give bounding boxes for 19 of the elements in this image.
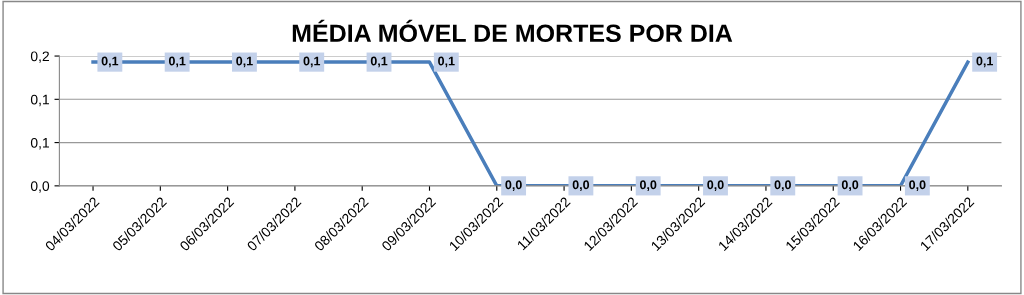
- data-label: 0,1: [976, 56, 993, 68]
- data-label: 0,0: [909, 180, 926, 192]
- y-tick-label: 0,2: [30, 51, 49, 63]
- y-tick-label: 0,1: [30, 94, 49, 107]
- data-label: 0,0: [774, 180, 791, 192]
- y-tick-label: 0,0: [30, 181, 50, 193]
- data-label: 0,0: [707, 180, 724, 192]
- data-label: 0,0: [640, 180, 657, 192]
- data-label: 0,0: [505, 180, 522, 192]
- y-tick-label: 0,1: [30, 137, 49, 150]
- chart-title: MÉDIA MÓVEL DE MORTES POR DIA: [292, 19, 733, 43]
- data-label: 0,1: [438, 56, 455, 68]
- data-label: 0,0: [572, 180, 590, 192]
- data-label: 0,1: [303, 56, 321, 68]
- data-label: 0,1: [370, 56, 388, 68]
- data-label: 0,0: [841, 180, 859, 192]
- data-label: 0,1: [236, 56, 253, 68]
- data-label: 0,1: [101, 56, 119, 68]
- data-label: 0,1: [168, 56, 186, 68]
